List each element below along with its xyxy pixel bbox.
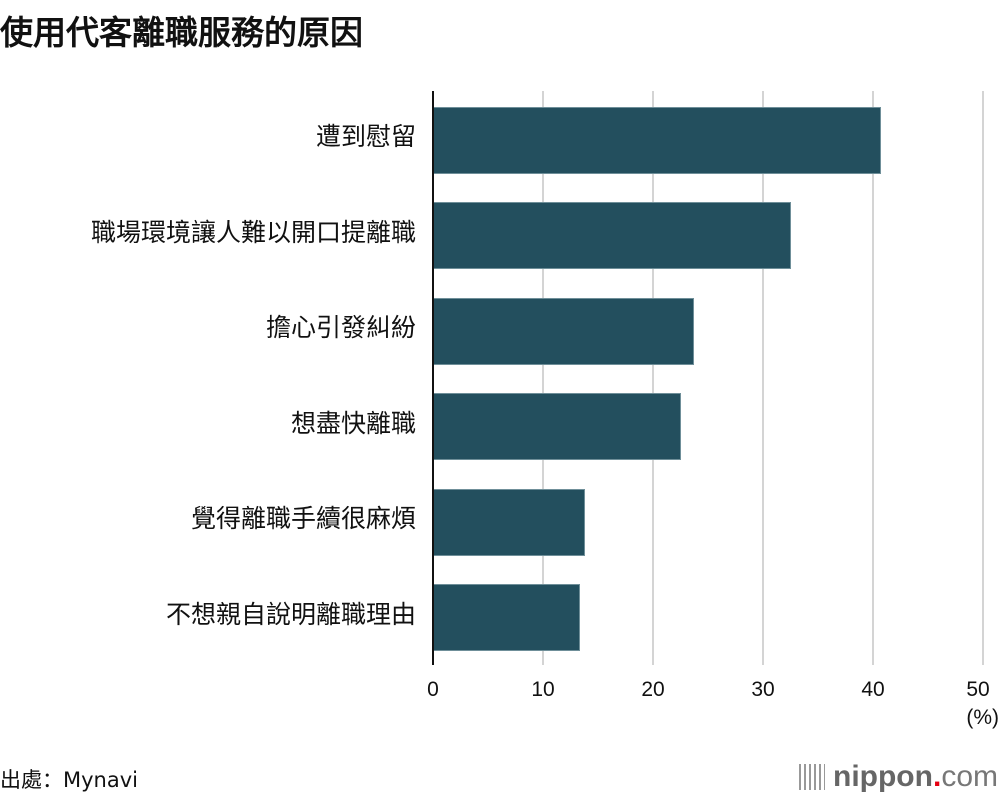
sound-wave-icon bbox=[799, 764, 825, 790]
bar-4 bbox=[433, 489, 585, 556]
gridline-40 bbox=[872, 91, 874, 665]
logo-name: nippon bbox=[833, 760, 933, 793]
y-axis-line bbox=[432, 91, 434, 665]
category-label: 職場環境讓人難以開口提離職 bbox=[90, 218, 416, 247]
x-tick-label: 40 bbox=[861, 678, 885, 701]
x-tick-label: 10 bbox=[531, 678, 555, 701]
nippon-logo: nippon. com bbox=[799, 760, 998, 794]
category-label: 想盡快離職 bbox=[290, 409, 416, 438]
category-label: 覺得離職手續很麻煩 bbox=[190, 504, 416, 533]
bar-0 bbox=[433, 107, 881, 174]
source-note: 出處：Mynavi bbox=[0, 768, 138, 792]
x-tick-label: 20 bbox=[641, 678, 665, 701]
x-tick-label: 30 bbox=[751, 678, 775, 701]
bar-1 bbox=[433, 202, 791, 269]
gridline-10 bbox=[542, 91, 544, 665]
gridline-20 bbox=[652, 91, 654, 665]
bar-2 bbox=[433, 298, 694, 365]
x-axis-unit: (%) bbox=[966, 706, 999, 729]
x-tick-label: 0 bbox=[427, 678, 439, 701]
category-label: 遭到慰留 bbox=[315, 122, 416, 151]
x-tick-label: 50 bbox=[966, 678, 990, 701]
plot-area bbox=[432, 91, 984, 665]
gridline-50 bbox=[982, 91, 984, 665]
logo-dot: . bbox=[932, 760, 942, 793]
logo-tld: com bbox=[941, 760, 998, 793]
category-label: 擔心引發糾紛 bbox=[265, 313, 416, 342]
bar-3 bbox=[433, 393, 681, 460]
chart-title: 使用代客離職服務的原因 bbox=[0, 13, 363, 52]
category-label: 不想親自說明離職理由 bbox=[165, 600, 416, 629]
bar-5 bbox=[433, 584, 581, 651]
gridline-30 bbox=[762, 91, 764, 665]
